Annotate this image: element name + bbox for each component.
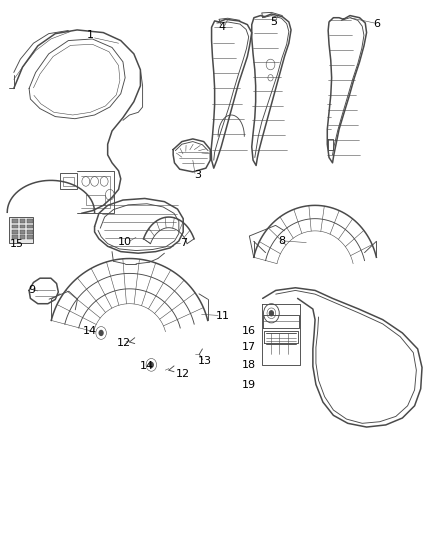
Text: 10: 10 [118, 237, 132, 247]
Text: 6: 6 [374, 19, 381, 29]
Circle shape [269, 311, 274, 316]
Text: 1: 1 [87, 30, 94, 41]
Text: 14: 14 [83, 326, 97, 336]
Text: 11: 11 [215, 311, 230, 321]
Text: 5: 5 [270, 18, 277, 28]
Text: 13: 13 [198, 356, 212, 366]
Text: 14: 14 [140, 361, 154, 372]
Bar [12, 224, 18, 228]
Text: 17: 17 [242, 342, 256, 352]
Text: 15: 15 [10, 239, 24, 249]
Bar [27, 219, 32, 223]
Bar [10, 217, 33, 243]
Bar [27, 224, 32, 228]
Bar [12, 230, 18, 233]
Text: 3: 3 [194, 170, 201, 180]
Circle shape [99, 330, 104, 336]
Text: 12: 12 [176, 369, 190, 379]
Text: 8: 8 [278, 236, 285, 246]
Text: 16: 16 [242, 326, 256, 336]
Bar [20, 224, 25, 228]
Bar [63, 176, 74, 186]
Bar [20, 230, 25, 233]
Bar [20, 219, 25, 223]
Text: 7: 7 [180, 238, 187, 248]
Bar [27, 235, 32, 239]
Text: 19: 19 [242, 379, 256, 390]
Bar [20, 235, 25, 239]
Bar [27, 230, 32, 233]
Bar [12, 235, 18, 239]
Text: 18: 18 [242, 360, 256, 370]
Text: 12: 12 [117, 337, 131, 348]
Bar [60, 173, 77, 189]
Circle shape [149, 362, 154, 368]
Bar [12, 219, 18, 223]
Text: 9: 9 [28, 285, 35, 295]
Text: 4: 4 [219, 22, 226, 33]
